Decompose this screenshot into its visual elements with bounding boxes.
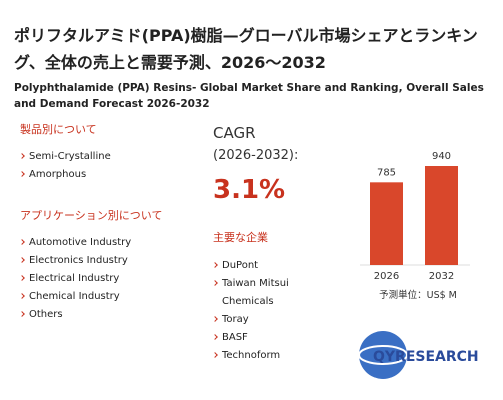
bar [370,182,403,265]
application-item: Electronics Industry [20,252,131,270]
product-list: Semi-Crystalline Amorphous [20,148,111,184]
company-list: DuPont Taiwan Mitsui Chemicals Toray BASF Te… [213,257,308,365]
subtitle: Polyphthalamide (PPA) Resins- Global Mar… [14,82,484,110]
chart: 785 2026 940 2032 予測単位：US$ M [360,151,470,301]
logo: QYRESEARCH [358,331,479,379]
application-item: Chemical Industry [20,288,131,306]
application-item: Automotive Industry [20,234,131,252]
logo-text: QYRESEARCH [373,349,479,365]
company-item: DuPont [213,257,308,275]
application-list: Automotive Industry Electronics Industry E… [20,234,131,324]
cagr-period: (2026-2032): [213,148,299,163]
unit-label: 予測単位：US$ M [379,289,457,301]
logo-globe-ring [358,345,408,365]
section-heading: 主要な企業 [213,231,268,244]
application-item: Electrical Industry [20,270,131,288]
application-item: Others [20,306,131,324]
cagr-value: 3.1% [213,175,286,205]
category-label: 2032 [429,271,454,282]
section-heading: アプリケーション別について [20,209,163,222]
bar [425,166,458,265]
company-item: BASF [213,329,308,347]
company-item: Technoform [213,347,308,365]
title: ポリフタルアミド(PPA)樹脂—グローバル市場シェアとランキング、全体の売上と需… [14,26,478,72]
value-label: 940 [432,151,451,162]
logo-globe [359,331,407,379]
category-label: 2026 [374,271,399,282]
cagr-label: CAGR [213,124,256,142]
product-item: Amorphous [20,166,111,184]
company-item: Taiwan Mitsui Chemicals [213,275,308,311]
section-heading: 製品別について [20,123,97,136]
value-label: 785 [377,167,396,178]
product-item: Semi-Crystalline [20,148,111,166]
company-item: Toray [213,311,308,329]
